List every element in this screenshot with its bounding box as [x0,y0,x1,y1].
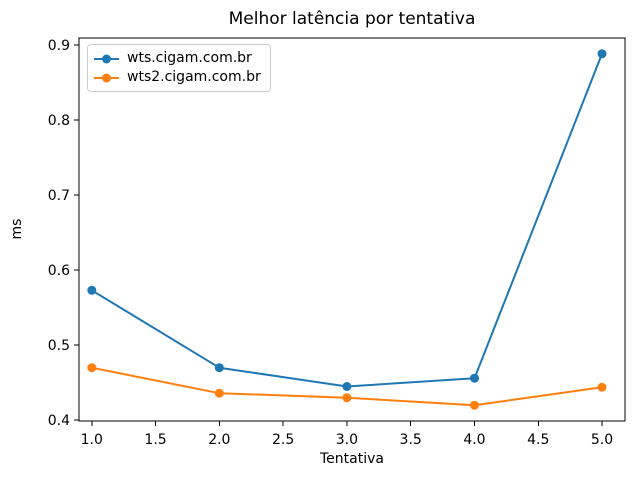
data-point-marker [214,363,224,373]
data-point-marker [342,393,352,403]
legend-label: wts.cigam.com.br [127,50,252,66]
x-axis-ticks: 1.0 1.5 2.0 2.5 3.0 3.5 4.0 4.5 5.0 [81,421,613,448]
x-tick-label: 1.0 [81,432,103,448]
chart-title: Melhor latência por tentativa [228,9,476,29]
x-tick-label: 5.0 [591,432,613,448]
x-tick-label: 4.0 [463,432,485,448]
data-point-marker [87,285,97,295]
y-axis-label: ms [9,218,25,240]
x-tick-label: 3.0 [336,432,358,448]
legend-key-line [94,54,119,63]
legend-key-line [94,73,119,82]
y-tick-label: 0.7 [48,188,70,204]
y-axis-ticks: 0.4 0.5 0.6 0.7 0.8 0.9 [48,38,79,429]
x-tick-label: 2.0 [208,432,230,448]
legend-item: wts.cigam.com.br [93,49,261,68]
y-tick-label: 0.6 [48,263,70,279]
legend-label: wts2.cigam.com.br [127,69,261,85]
y-tick-label: 0.5 [48,338,70,354]
y-tick-label: 0.8 [48,113,70,129]
series-1 [87,363,607,410]
x-tick-label: 4.5 [527,432,549,448]
legend-item: wts2.cigam.com.br [93,68,261,87]
legend: wts.cigam.com.br wts2.cigam.com.br [87,44,271,92]
x-tick-label: 3.5 [400,432,422,448]
x-tick-label: 1.5 [144,432,166,448]
data-point-marker [214,388,224,398]
y-tick-label: 0.4 [48,413,70,429]
data-point-marker [470,373,479,383]
data-point-marker [597,382,607,392]
x-axis-label: Tentativa [320,451,384,467]
data-point-marker [470,400,479,410]
plot-spines [78,37,626,422]
data-point-marker [87,363,97,373]
series-line [90,52,603,388]
y-tick-label: 0.9 [48,38,70,54]
data-point-marker [597,49,607,59]
data-point-marker [342,382,352,391]
x-tick-label: 2.5 [272,432,294,448]
series-0 [87,49,607,391]
